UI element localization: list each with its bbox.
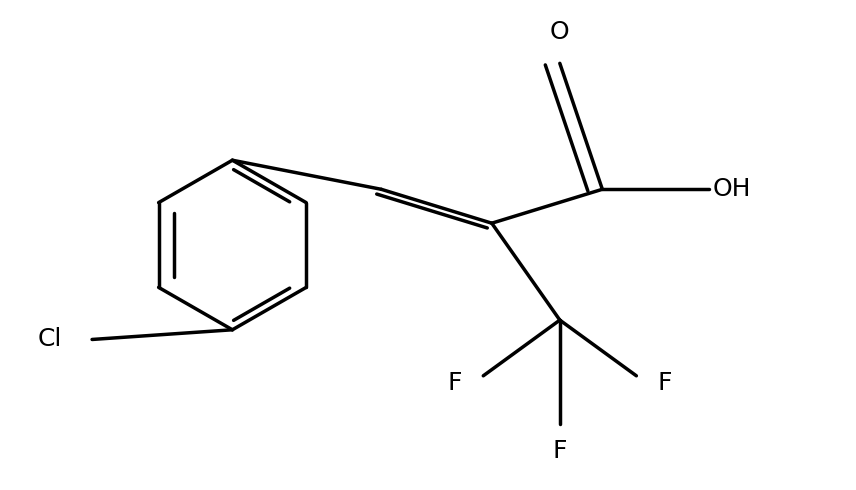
- Text: OH: OH: [713, 177, 752, 201]
- Text: O: O: [550, 20, 569, 44]
- Text: F: F: [657, 371, 672, 395]
- Text: Cl: Cl: [38, 327, 62, 351]
- Text: F: F: [448, 371, 462, 395]
- Text: F: F: [553, 439, 567, 463]
